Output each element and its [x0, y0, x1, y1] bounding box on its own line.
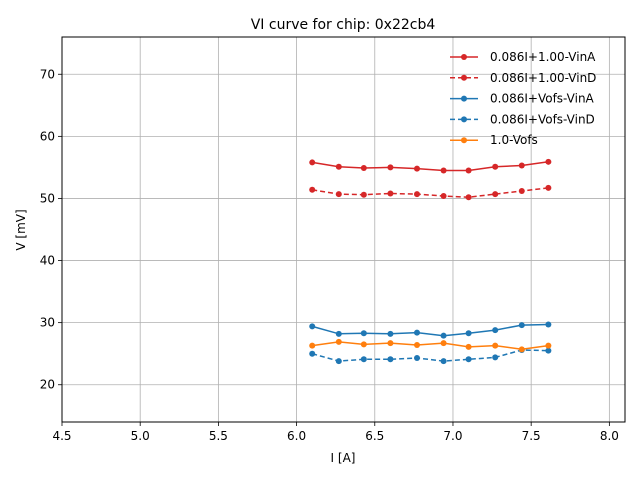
data-point [492, 342, 499, 349]
data-point [518, 322, 525, 329]
data-point [360, 165, 367, 172]
x-tick-label: 6.5 [365, 429, 384, 443]
y-tick-label: 70 [40, 67, 55, 81]
data-point [414, 355, 421, 362]
data-point [387, 340, 394, 347]
legend-item: 0.086I+1.00-VinA [450, 50, 596, 64]
legend-item: 0.086I+Vofs-VinD [450, 112, 595, 126]
data-point [360, 191, 367, 198]
series-4 [309, 346, 552, 365]
x-tick-label: 8.0 [600, 429, 619, 443]
data-point [360, 341, 367, 348]
legend-item: 0.086I+1.00-VinD [450, 71, 596, 85]
x-axis-label: I [A] [331, 451, 356, 465]
data-point [518, 346, 525, 353]
data-point [518, 188, 525, 194]
data-point [545, 342, 552, 349]
legend-swatch-marker [461, 54, 467, 60]
data-point [492, 354, 499, 361]
legend-swatch-marker [461, 74, 467, 81]
legend-item: 1.0-Vofs [450, 133, 538, 147]
x-tick-label: 6.0 [287, 429, 306, 443]
data-point [492, 191, 499, 198]
data-point [360, 356, 367, 363]
legend-swatch-marker [461, 116, 467, 123]
legend-item: 0.086I+Vofs-VinA [450, 92, 595, 106]
y-tick-label: 20 [40, 378, 55, 392]
data-point [309, 350, 316, 357]
series-line [312, 341, 549, 351]
data-point [545, 321, 552, 328]
y-tick-label: 60 [40, 129, 55, 143]
ticks-layer: 4.5 5.0 5.5 6.0 6.5 7.0 7.5 8.0 20 30 40 50 60 70 [40, 67, 619, 443]
series-line [312, 161, 549, 172]
data-point [387, 356, 394, 363]
grid-layer [61, 37, 625, 422]
data-point [440, 358, 447, 365]
data-point [465, 330, 472, 337]
data-point [387, 190, 394, 197]
x-tick-label: 7.5 [522, 429, 541, 443]
series-line [311, 349, 549, 362]
data-point [387, 164, 394, 171]
data-point [492, 163, 499, 170]
legend-label: 1.0-Vofs [490, 133, 538, 147]
x-tick-label: 7.0 [443, 429, 462, 443]
data-point [414, 191, 421, 198]
data-point [545, 184, 552, 191]
series-3 [309, 321, 552, 339]
data-point [414, 329, 421, 336]
data-point [492, 327, 499, 334]
legend-label: 0.086I+Vofs-VinD [490, 112, 595, 126]
series-5 [309, 338, 552, 353]
data-point [309, 323, 316, 330]
legend-label: 0.086I+1.00-VinA [490, 50, 596, 64]
data-point [335, 358, 342, 365]
legend-label: 0.086I+1.00-VinD [490, 71, 596, 85]
data-point [309, 186, 316, 193]
data-point [335, 330, 342, 337]
data-point [545, 347, 552, 354]
series-2 [309, 184, 552, 201]
data-point [360, 330, 367, 337]
data-point [440, 167, 447, 174]
series-line [312, 187, 549, 198]
data-point [465, 194, 472, 201]
legend-swatch-marker [461, 95, 467, 102]
series-layer [309, 158, 552, 365]
y-tick-label: 40 [40, 254, 55, 268]
data-point [465, 343, 472, 350]
chart-title: VI curve for chip: 0x22cb4 [251, 17, 436, 33]
plot-frame [61, 36, 626, 423]
data-point [414, 165, 421, 172]
legend-swatch-marker [461, 137, 467, 144]
data-point [545, 158, 552, 165]
x-tick-label: 5.0 [131, 429, 150, 443]
data-point [440, 192, 447, 199]
data-point [465, 167, 472, 174]
data-point [335, 191, 342, 198]
y-tick-label: 30 [40, 316, 55, 330]
data-point [309, 342, 316, 349]
y-axis-label: V [mV] [14, 209, 28, 250]
data-point [335, 163, 342, 170]
legend-label: 0.086I+Vofs-VinA [490, 92, 595, 106]
series-line [311, 323, 549, 337]
y-tick-label: 50 [40, 191, 55, 205]
data-point [387, 330, 394, 337]
data-point [335, 338, 342, 345]
series-1 [309, 158, 552, 174]
data-point [440, 332, 447, 339]
data-point [309, 159, 316, 166]
legend: 0.086I+1.00-VinA 0.086I+1.00-VinD 0.086I+V… [450, 50, 596, 147]
data-point [465, 356, 472, 363]
data-point [518, 162, 525, 169]
data-point [414, 342, 421, 348]
x-tick-label: 4.5 [52, 429, 71, 443]
x-tick-label: 5.5 [209, 429, 228, 443]
data-point [440, 340, 447, 347]
